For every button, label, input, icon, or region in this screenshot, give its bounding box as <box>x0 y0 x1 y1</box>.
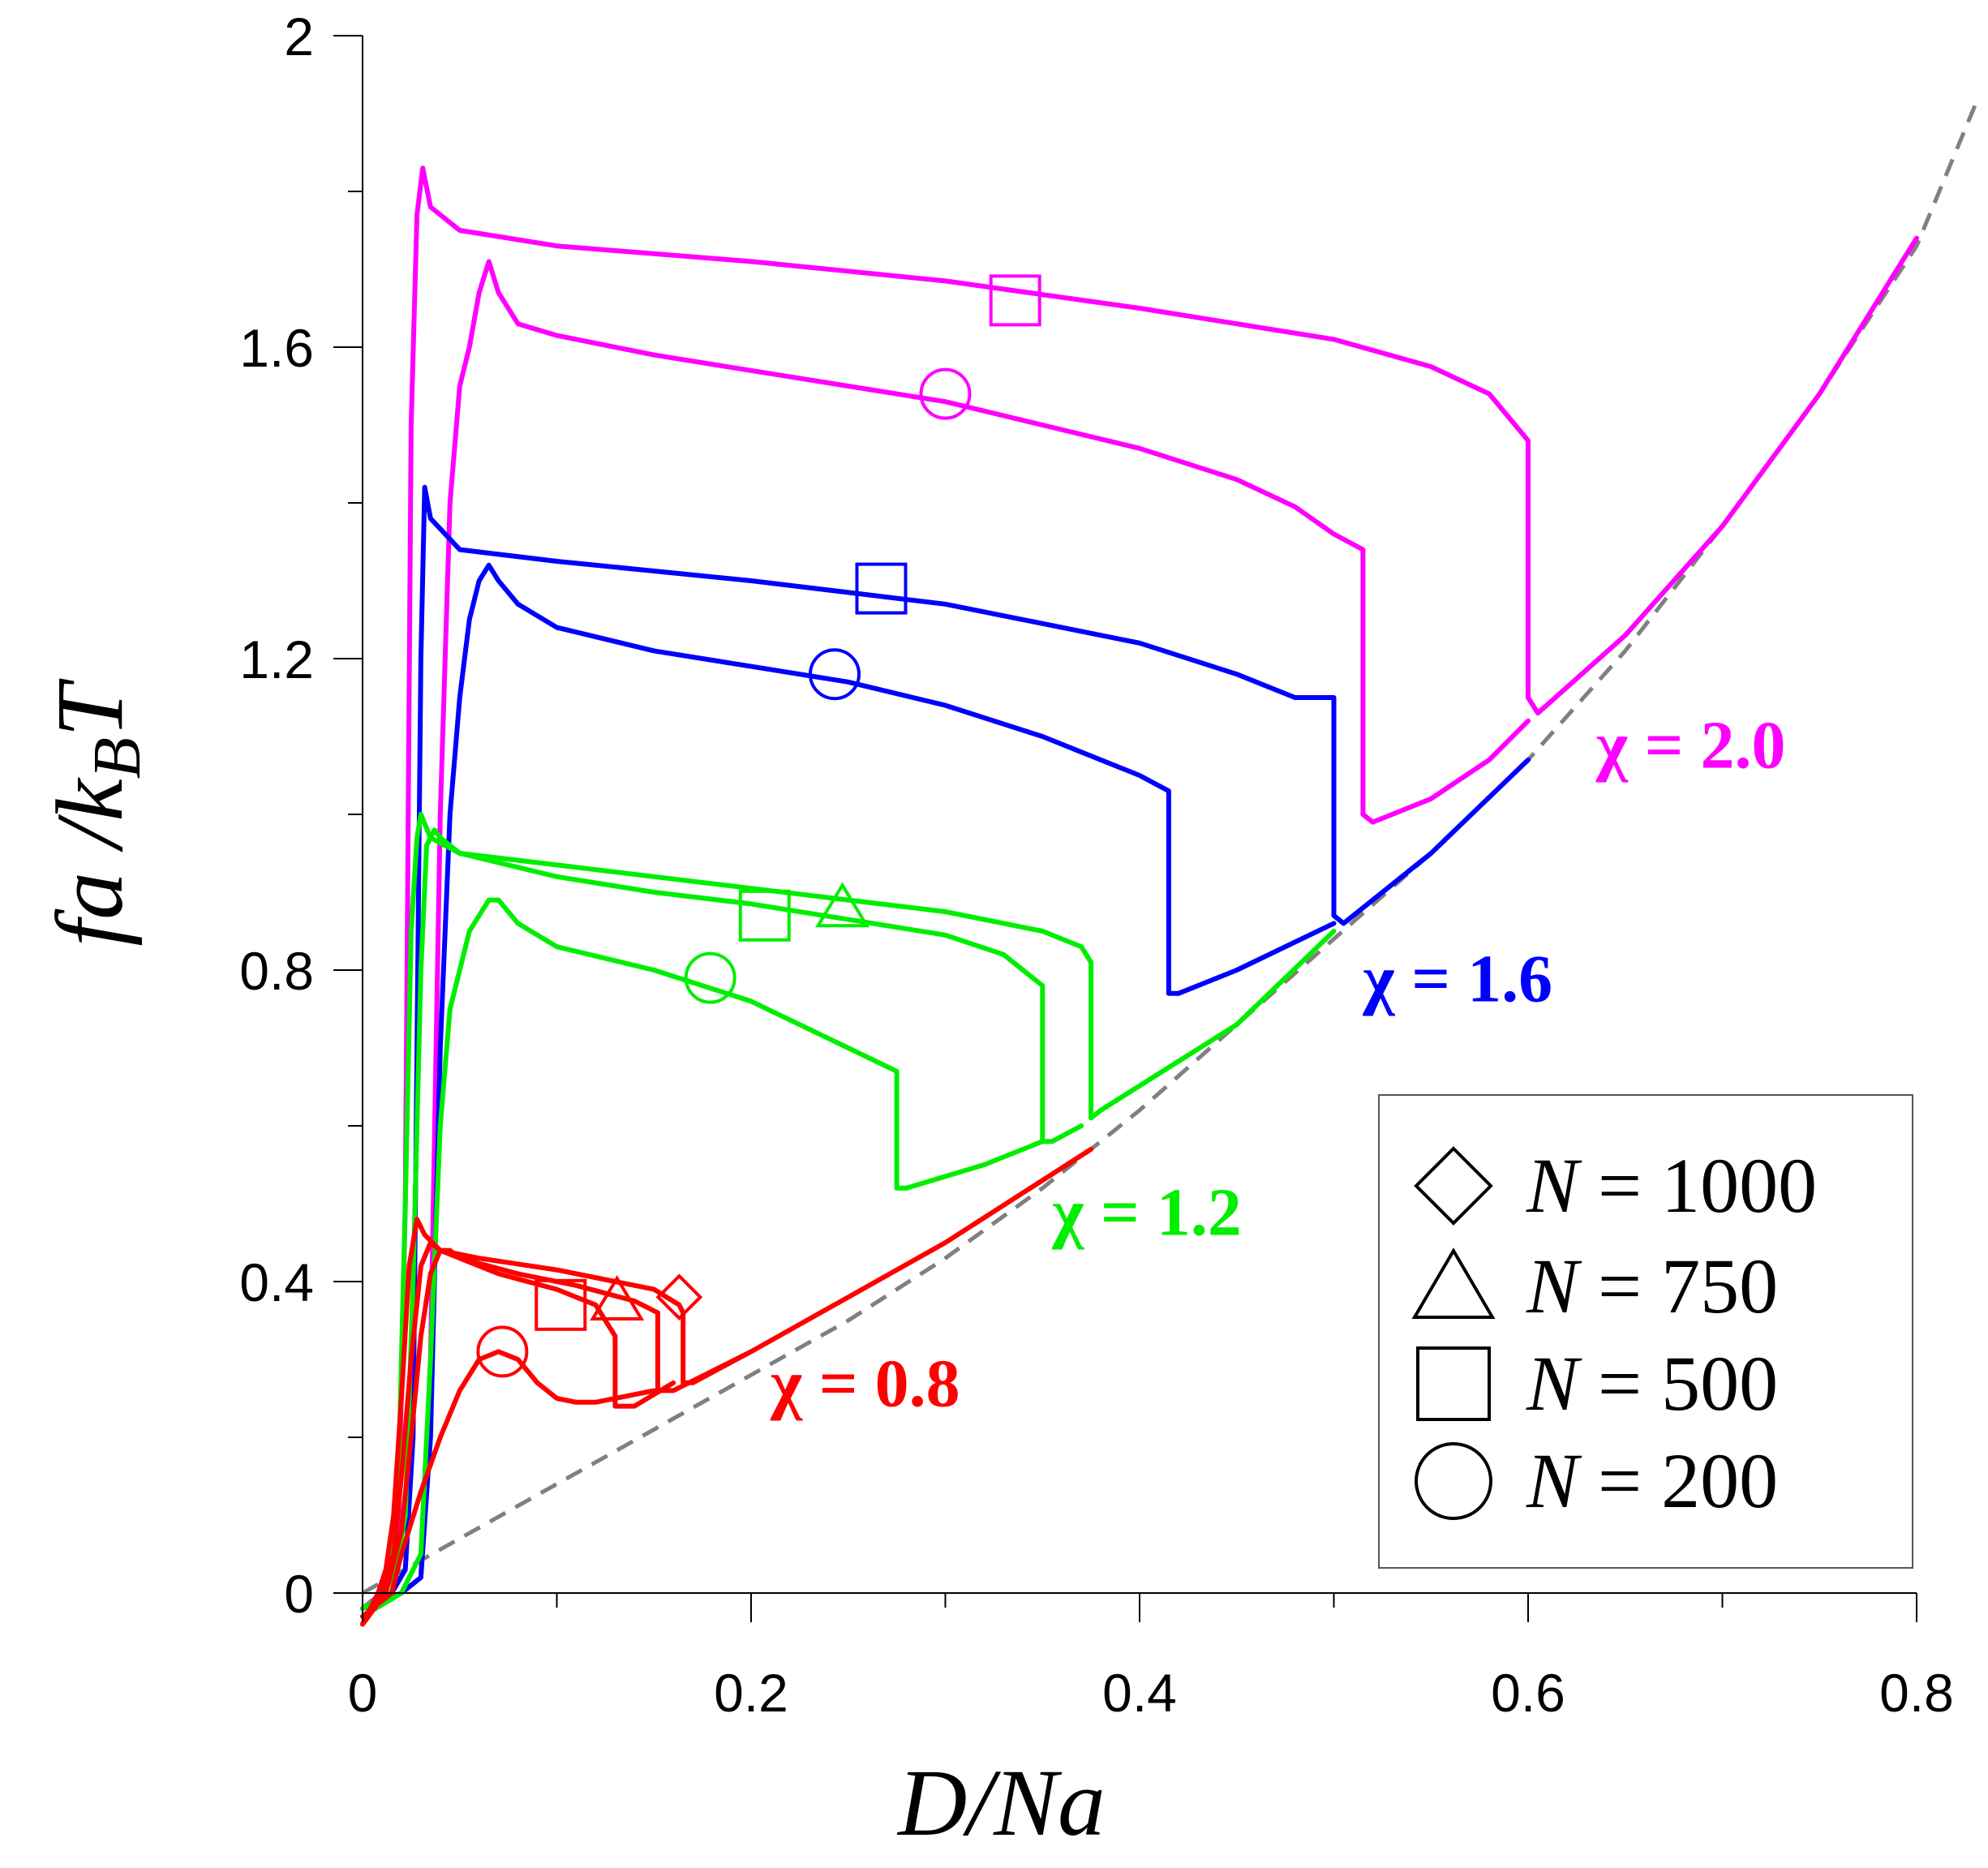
y-tick-label: 0.4 <box>239 1252 314 1312</box>
y-axis-title-tail: T <box>36 678 143 737</box>
series-4-triangle-marker <box>815 882 870 928</box>
series-markers <box>476 274 1041 1378</box>
chi-label-1: χ = 1.6 <box>1362 941 1552 1016</box>
x-tick-label: 0.8 <box>1879 1663 1954 1723</box>
series-0-square-marker <box>989 274 1041 327</box>
legend-triangle-marker <box>1411 1247 1496 1319</box>
legend-circle-marker <box>1415 1442 1492 1520</box>
y-tick-label: 1.2 <box>239 629 314 689</box>
chi-label-2: χ = 1.2 <box>1051 1174 1242 1250</box>
x-tick-label: 0 <box>348 1663 378 1723</box>
chi-label-0: χ = 2.0 <box>1595 707 1786 783</box>
y-tick-label: 0 <box>284 1564 314 1624</box>
x-tick-label: 0.2 <box>714 1663 788 1723</box>
series-6-circle-marker <box>684 951 736 1004</box>
series-labels: χ = 2.0 χ = 1.6 χ = 1.2 χ = 0.8 <box>770 707 1786 1421</box>
series-7-line <box>360 1146 1094 1627</box>
series-7-diamond-marker <box>655 1273 703 1321</box>
series-9-line <box>360 1247 676 1627</box>
y-axis-title-main: fa /k <box>36 777 143 947</box>
legend-label-n750: N = 750 <box>1526 1243 1778 1329</box>
legend-label-n200: N = 200 <box>1526 1437 1778 1524</box>
legend-label-n1000: N = 1000 <box>1526 1142 1817 1229</box>
x-tick-label: 0.6 <box>1491 1663 1565 1723</box>
series-10-circle-marker <box>476 1325 529 1378</box>
series-1-line <box>360 259 1531 1612</box>
series-8-line <box>360 1240 754 1627</box>
x-axis-title: D/Na <box>896 1750 1106 1856</box>
legend-square-marker <box>1416 1346 1491 1421</box>
series-8-triangle-marker <box>590 1275 645 1320</box>
y-axis-title-subscript: B <box>79 737 155 779</box>
y-tick-label: 1.6 <box>239 318 314 378</box>
series-9-square-marker <box>535 1278 587 1331</box>
series-10-line <box>360 1349 657 1619</box>
legend-label-n500: N = 500 <box>1526 1340 1778 1427</box>
y-tick-label: 0.8 <box>239 941 314 1001</box>
y-tick-label: 2 <box>284 6 314 67</box>
series-3-circle-marker <box>809 648 861 701</box>
series-3-line <box>360 562 1337 1612</box>
series-2-square-marker <box>855 562 908 615</box>
legend-entry-n1000: N = 1000 <box>1414 1142 1817 1229</box>
y-axis-title: fa /kBT <box>36 678 155 947</box>
series-2-line <box>360 484 1531 1612</box>
series-5-line <box>360 827 1084 1612</box>
series-1-circle-marker <box>919 367 972 420</box>
legend: N = 1000 N = 750 N = 500 N = 200 <box>1378 1094 1913 1569</box>
reference-dashed-curve <box>361 105 1977 1595</box>
x-tick-label: 0.4 <box>1102 1663 1177 1723</box>
legend-diamond-marker <box>1414 1146 1493 1226</box>
chi-label-3: χ = 0.8 <box>770 1346 960 1422</box>
series-0-line <box>360 165 1919 1612</box>
legend-entry-n750: N = 750 <box>1411 1243 1778 1329</box>
series-6-line <box>360 897 1046 1619</box>
legend-entry-n200: N = 200 <box>1415 1437 1778 1524</box>
legend-box <box>1378 1094 1913 1569</box>
axes: 0 0.2 0.4 0.6 0.8 0 0.4 0.8 1.2 1.6 2 <box>239 6 1954 1723</box>
series-4-line <box>360 812 1337 1612</box>
series-5-square-marker <box>738 889 791 942</box>
plot-lines <box>360 105 1977 1627</box>
legend-entry-n500: N = 500 <box>1416 1340 1778 1427</box>
